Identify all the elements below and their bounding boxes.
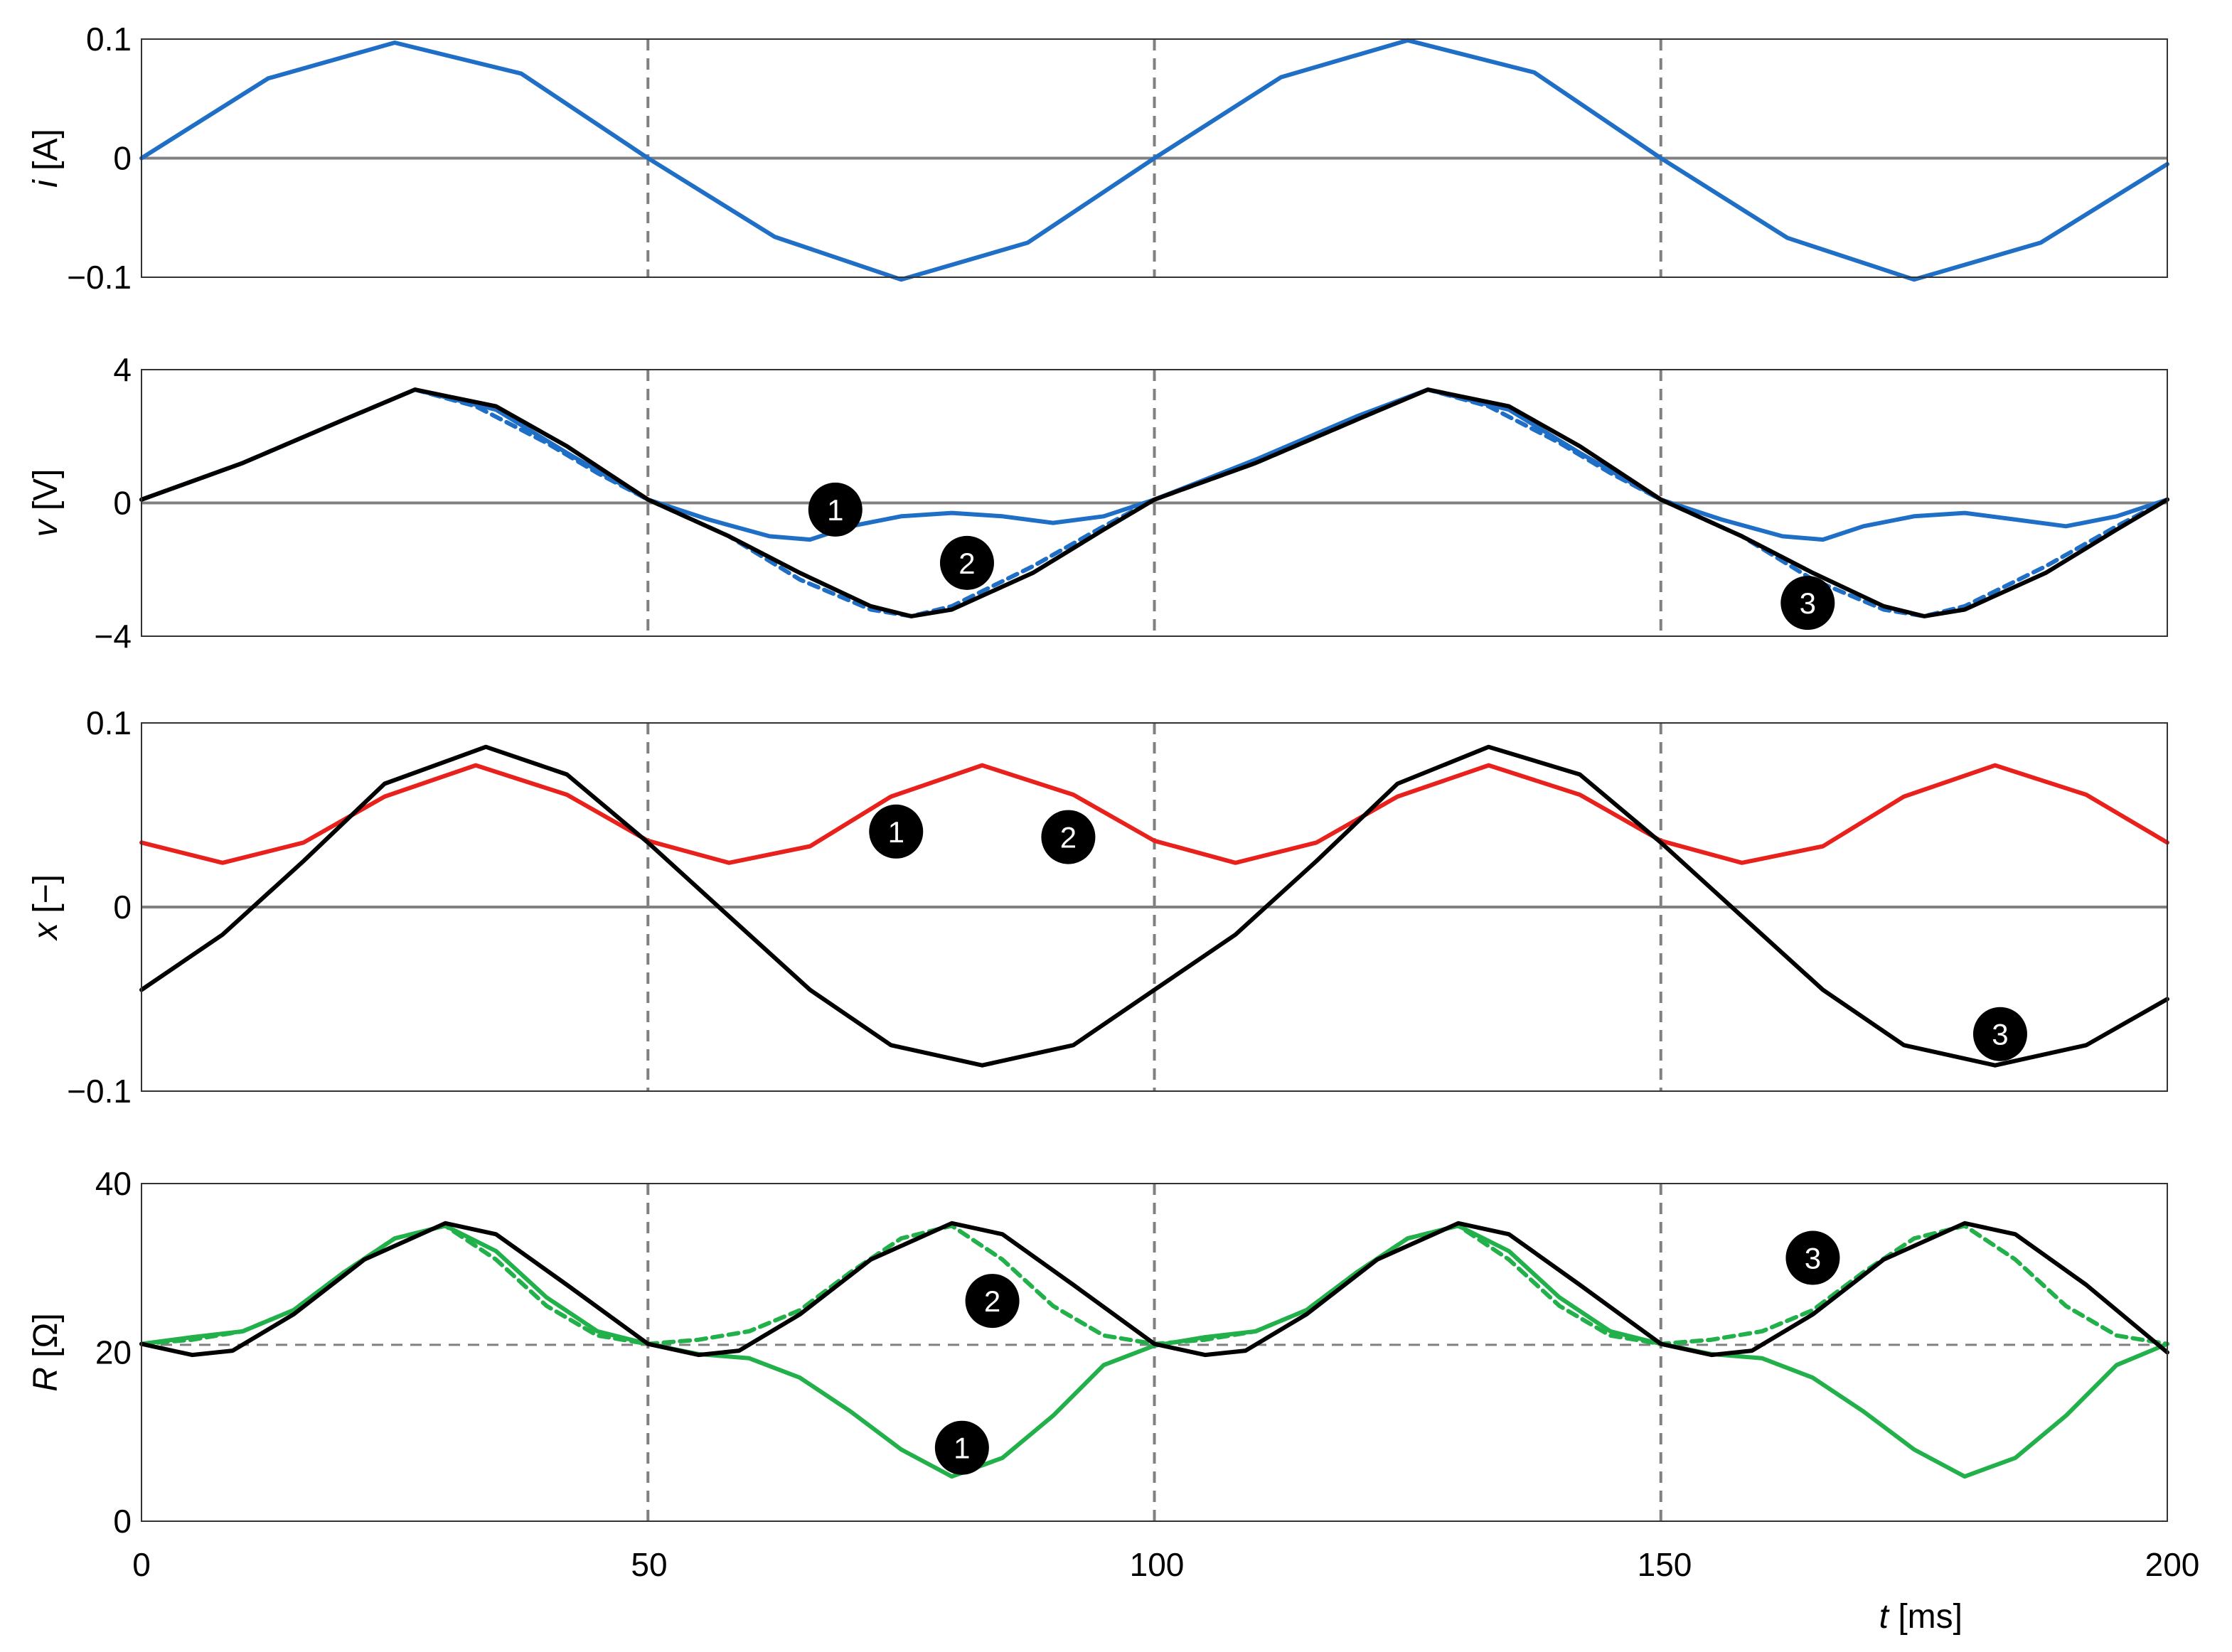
marker-label: 2 — [1060, 821, 1077, 854]
y-axis-label-var: R — [27, 1367, 65, 1392]
panel-current: 0.1 0 −0.1 i [A] — [27, 21, 2169, 296]
y-axis-label-unit: [V] — [27, 468, 65, 520]
marker-circle — [1972, 1007, 2027, 1061]
y-axis-label: i [A] — [27, 129, 65, 188]
y-tick-label: −0.1 — [67, 259, 132, 296]
marker-label: 1 — [954, 1432, 970, 1465]
x-axis-label: t [ms] — [1879, 1598, 1963, 1636]
x-tick-label: 50 — [631, 1546, 667, 1583]
x-tick-label: 150 — [1638, 1546, 1692, 1583]
y-tick-label: 0.1 — [86, 21, 132, 58]
marker-circle — [869, 804, 924, 859]
marker-3: 3 — [1972, 1007, 2027, 1061]
plot-frame — [141, 38, 2168, 278]
x-tick-label: 100 — [1130, 1546, 1185, 1583]
y-tick-label: 0 — [113, 1503, 132, 1540]
y-axis-label-var: v — [27, 518, 65, 537]
y-tick-label: 20 — [95, 1334, 132, 1371]
y-axis-label-unit: [A] — [27, 129, 65, 180]
y-axis-label-unit: [−] — [27, 874, 65, 923]
series-line-black — [139, 744, 2169, 1068]
y-axis-label: v [V] — [27, 468, 65, 537]
marker-2: 2 — [965, 1274, 1020, 1329]
marker-circle — [1780, 576, 1835, 631]
marker-label: 1 — [827, 493, 843, 527]
marker-label: 3 — [1800, 586, 1816, 620]
marker-1: 1 — [869, 804, 924, 859]
x-axis-label-var: t — [1879, 1598, 1890, 1636]
series-line-black — [139, 387, 2169, 618]
panel-state: 0.1 0 −0.1 x [−] 1 2 3 — [27, 704, 2169, 1110]
y-axis-label-unit: [Ω] — [27, 1313, 65, 1367]
marker-circle — [934, 1420, 989, 1475]
marker-circle — [939, 535, 994, 590]
y-tick-label: −4 — [95, 618, 132, 655]
series-line-black — [139, 1221, 2169, 1358]
y-tick-label: −0.1 — [67, 1073, 132, 1110]
y-axis-label-var: x — [27, 921, 65, 941]
series-line-blue — [139, 38, 2169, 282]
x-axis-label-unit: [ms] — [1889, 1598, 1963, 1636]
y-tick-label: 0.1 — [86, 704, 132, 741]
marker-1: 1 — [808, 482, 863, 537]
marker-2: 2 — [939, 535, 994, 590]
marker-label: 3 — [1992, 1018, 2008, 1051]
marker-3: 3 — [1785, 1230, 1840, 1285]
x-tick-label: 200 — [2145, 1546, 2200, 1583]
plot-frame — [141, 1183, 2168, 1522]
y-axis-label: x [−] — [27, 874, 65, 941]
marker-circle — [1785, 1230, 1840, 1285]
y-tick-label: 0 — [113, 889, 132, 926]
marker-label: 3 — [1805, 1242, 1821, 1275]
marker-2: 2 — [1041, 810, 1096, 864]
marker-circle — [808, 482, 863, 537]
y-tick-label: 4 — [113, 351, 132, 388]
y-axis-label: R [Ω] — [27, 1313, 65, 1392]
plot-frame — [141, 369, 2168, 637]
panel-resistance: 40 20 0 R [Ω] 1 2 3 — [27, 1165, 2169, 1540]
marker-label: 2 — [959, 547, 975, 580]
marker-circle — [965, 1274, 1020, 1329]
y-axis-label-var: i — [27, 179, 65, 188]
y-tick-label: 0 — [113, 485, 132, 522]
marker-circle — [1041, 810, 1096, 864]
marker-3: 3 — [1780, 576, 1835, 631]
y-tick-label: 40 — [95, 1165, 132, 1202]
panel-voltage: 4 0 −4 v [V] 1 2 3 — [27, 351, 2169, 655]
series-line-red — [139, 763, 2169, 865]
x-tick-label: 0 — [132, 1546, 151, 1583]
marker-label: 2 — [984, 1284, 1000, 1318]
plot-frame — [141, 722, 2168, 1092]
y-tick-label: 0 — [113, 140, 132, 177]
x-axis: 0 50 100 150 200 t [ms] — [132, 1546, 2199, 1636]
marker-label: 1 — [888, 815, 904, 849]
marker-1: 1 — [934, 1420, 989, 1475]
